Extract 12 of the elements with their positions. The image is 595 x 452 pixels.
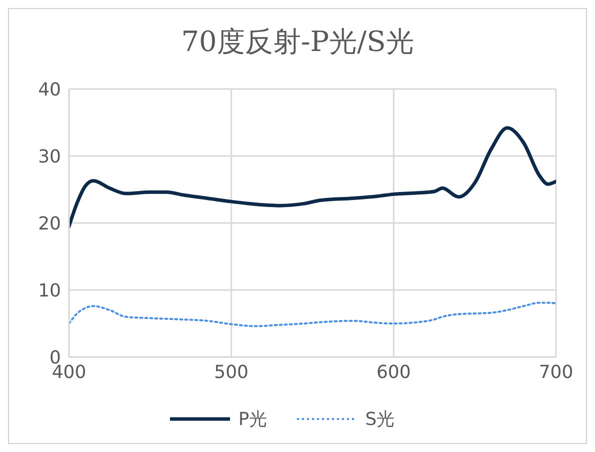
x-tick-label: 600 [376,362,411,383]
y-tick-label: 10 [38,280,61,302]
y-tick-label: 30 [38,146,61,168]
line-series [69,302,556,328]
x-tick-label: 500 [214,362,249,383]
x-tick-label: 700 [538,362,574,383]
chart-title: 70度反射-P光/S光 [180,24,415,60]
y-tick-label: 20 [38,213,61,234]
legend-label: S光 [365,408,395,431]
line-series [69,126,556,228]
y-tick-label: 40 [38,79,61,100]
legend-label: P光 [238,408,268,431]
